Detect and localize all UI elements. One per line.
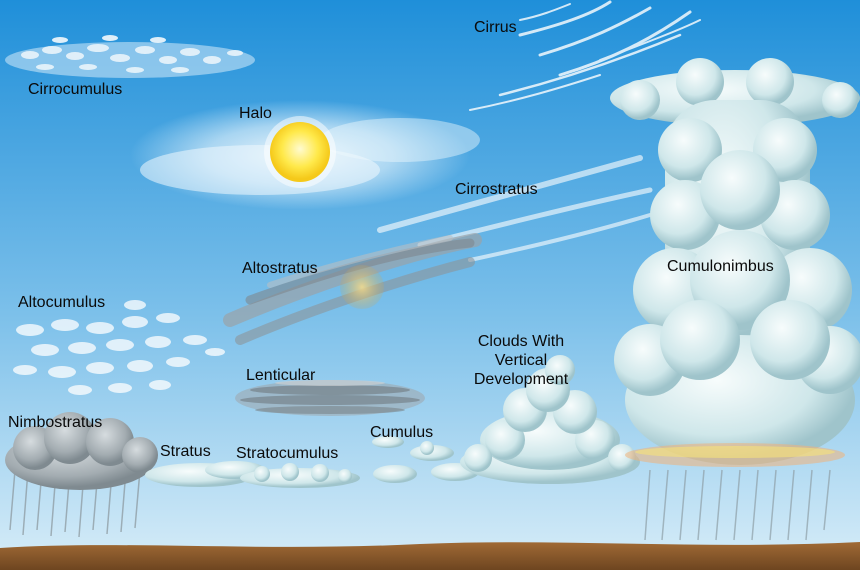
altocumulus-cloud bbox=[13, 300, 225, 395]
sun-icon bbox=[270, 122, 330, 182]
label-clouds-vertical-line-2: Vertical bbox=[494, 352, 548, 369]
label-clouds-vertical-line-1: Clouds With bbox=[477, 333, 565, 350]
label-stratus: Stratus bbox=[160, 443, 211, 460]
rain-streaks bbox=[644, 469, 831, 541]
label-halo: Halo bbox=[239, 105, 272, 122]
label-cumulus: Cumulus bbox=[370, 424, 434, 441]
label-clouds-vertical-line-3: Development bbox=[473, 371, 569, 388]
nimbostratus-cloud bbox=[5, 412, 158, 538]
label-stratocumulus: Stratocumulus bbox=[236, 445, 339, 462]
halo-sun bbox=[130, 100, 480, 210]
label-lenticular: Lenticular bbox=[246, 367, 316, 384]
cirrus-cloud bbox=[469, 0, 701, 111]
altostratus-cloud bbox=[223, 233, 482, 345]
label-cumulonimbus: Cumulonimbus bbox=[667, 258, 774, 275]
cirrocumulus-cloud bbox=[5, 35, 255, 78]
label-altocumulus: Altocumulus bbox=[18, 294, 106, 311]
dim-sun-icon bbox=[340, 265, 384, 309]
label-cirrus: Cirrus bbox=[474, 19, 517, 36]
label-cirrostratus: Cirrostratus bbox=[455, 181, 538, 198]
vertical-development-cloud bbox=[460, 355, 640, 484]
ground bbox=[0, 542, 860, 570]
cumulus-cloud bbox=[372, 436, 479, 481]
lenticular-cloud bbox=[235, 380, 425, 416]
label-altostratus: Altostratus bbox=[242, 260, 318, 277]
stratocumulus-cloud bbox=[240, 463, 417, 488]
label-cirrocumulus: Cirrocumulus bbox=[28, 81, 123, 98]
label-clouds-vertical-development: Clouds With Vertical Development bbox=[460, 332, 582, 389]
cumulonimbus-cloud bbox=[610, 58, 860, 541]
label-nimbostratus: Nimbostratus bbox=[8, 414, 103, 431]
